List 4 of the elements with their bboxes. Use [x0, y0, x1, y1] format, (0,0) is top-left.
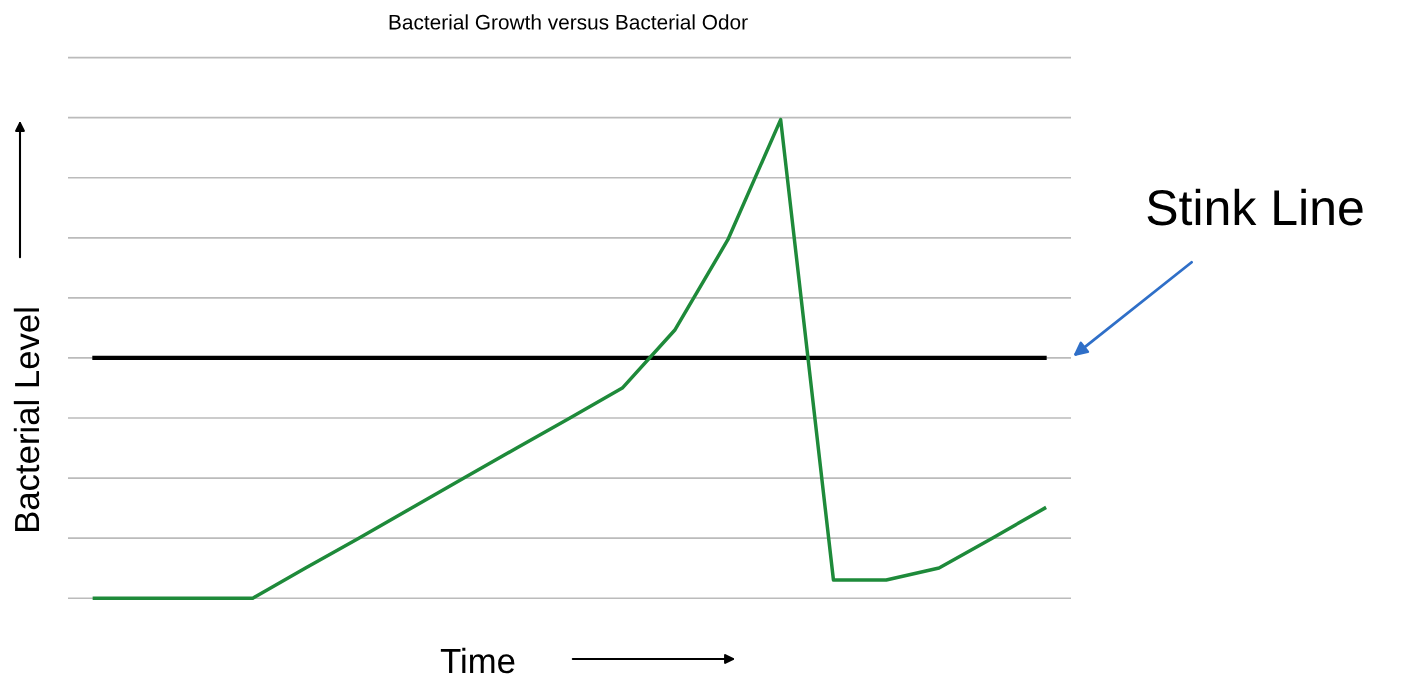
y-axis-title: Bacterial Level — [13, 308, 40, 532]
chart-title: Bacterial Growth versus Bacterial Odor — [389, 14, 748, 30]
ref-line-label: Stink Line — [1147, 188, 1363, 226]
x-axis-title: Time — [440, 647, 515, 674]
